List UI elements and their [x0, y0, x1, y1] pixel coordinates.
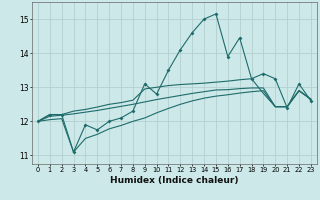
X-axis label: Humidex (Indice chaleur): Humidex (Indice chaleur)	[110, 176, 239, 185]
